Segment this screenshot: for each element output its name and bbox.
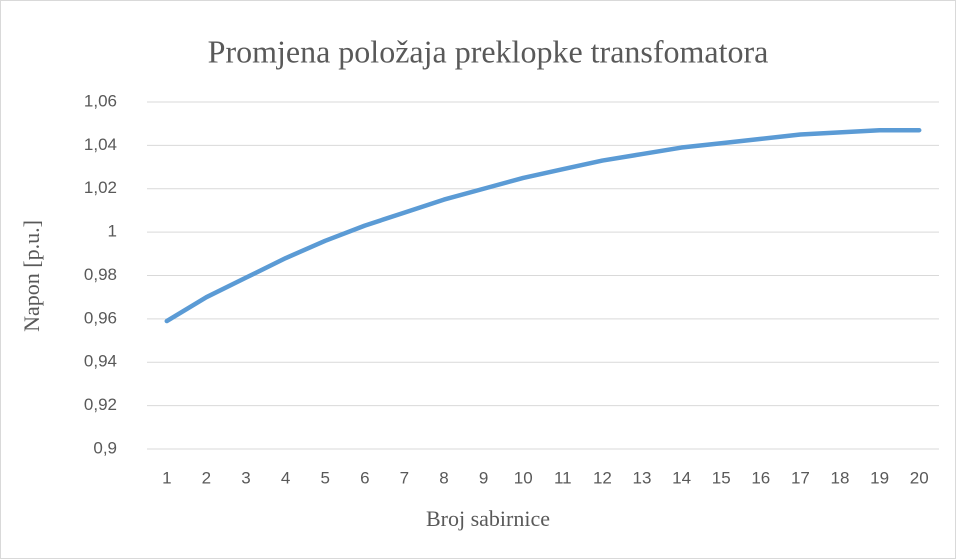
y-tick-label: 0,9 [93, 438, 117, 457]
x-tick-label: 6 [360, 468, 369, 487]
x-tick-label: 10 [514, 468, 533, 487]
y-tick-label: 1,06 [84, 91, 117, 110]
x-tick-label: 16 [751, 468, 770, 487]
x-axis-label: Broj sabirnice [426, 506, 550, 531]
x-tick-label: 18 [831, 468, 850, 487]
y-tick-label: 0,94 [84, 352, 117, 371]
y-tick-label: 0,98 [84, 265, 117, 284]
x-tick-label: 7 [400, 468, 409, 487]
x-tick-label: 17 [791, 468, 810, 487]
y-tick-label: 1,04 [84, 135, 117, 154]
data-line [164, 127, 922, 324]
y-tick-label: 1,02 [84, 178, 117, 197]
x-tick-label: 20 [910, 468, 929, 487]
y-tick-label: 0,92 [84, 395, 117, 414]
x-tick-label: 15 [712, 468, 731, 487]
x-tick-label: 8 [439, 468, 448, 487]
x-tick-label: 3 [241, 468, 250, 487]
x-tick-label: 13 [633, 468, 652, 487]
x-tick-label: 11 [554, 468, 572, 487]
x-tick-label: 19 [870, 468, 889, 487]
x-tick-label: 1 [162, 468, 171, 487]
x-tick-label: 2 [202, 468, 211, 487]
x-tick-label: 4 [281, 468, 290, 487]
x-tick-label: 12 [593, 468, 612, 487]
x-tick-label: 5 [320, 468, 329, 487]
y-tick-label: 0,96 [84, 308, 117, 327]
y-axis-label: Napon [p.u.] [19, 220, 44, 332]
x-tick-label: 9 [479, 468, 488, 487]
chart-title: Promjena položaja preklopke transfomator… [208, 33, 769, 69]
y-tick-label: 1 [108, 222, 117, 241]
x-tick-label: 14 [672, 468, 691, 487]
